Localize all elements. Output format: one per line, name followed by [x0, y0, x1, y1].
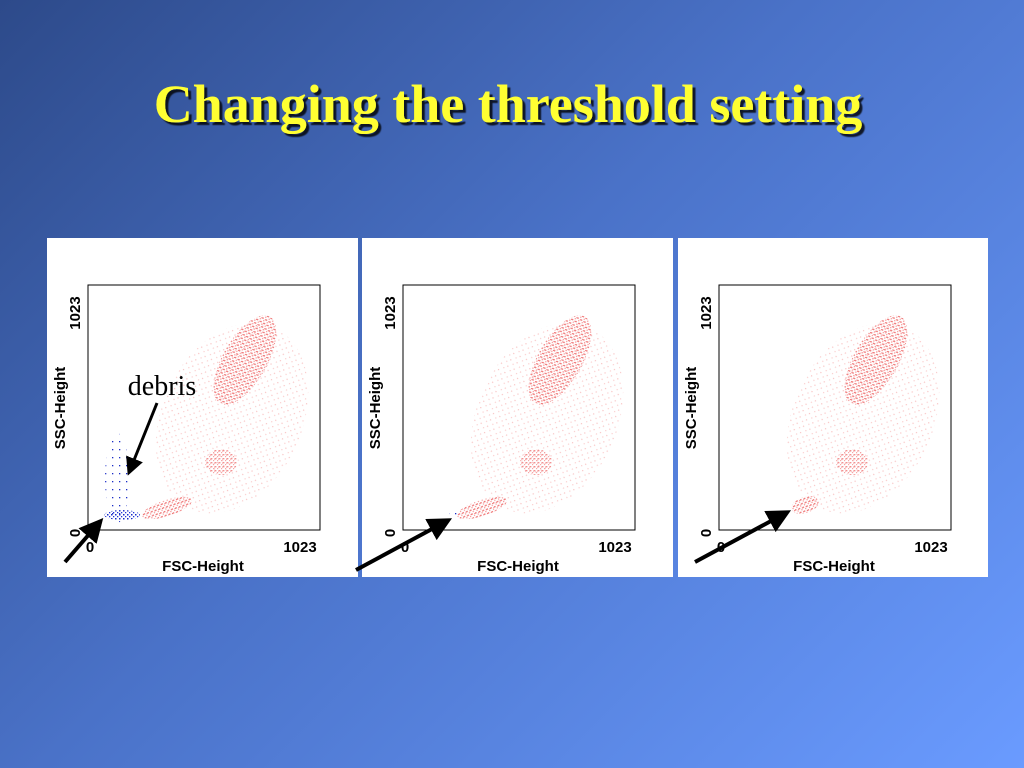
y-tick-label: 0 [382, 529, 399, 537]
scatter-cloud [786, 315, 940, 514]
plot-frame [402, 284, 636, 531]
y-axis-label: SSC-Height [683, 367, 700, 450]
y-tick-label: 0 [67, 529, 84, 537]
cell-cluster [836, 449, 868, 475]
debris-cluster [449, 509, 459, 517]
cell-cluster [142, 496, 192, 520]
scatter-cloud [449, 315, 624, 520]
plot-frame [718, 284, 952, 531]
y-axis-label: SSC-Height [52, 367, 69, 450]
y-axis-label: SSC-Height [367, 367, 384, 450]
x-tick-label: 1023 [283, 539, 316, 556]
plot-panel: SSC-Height 0 1023 0 1023 FSC-Height [362, 238, 673, 577]
y-tick-label: 1023 [698, 296, 715, 329]
x-tick-label: 1023 [598, 539, 631, 556]
slide-title: Changing the threshold setting [154, 74, 863, 134]
cell-cluster [213, 315, 277, 405]
x-axis-label: FSC-Height [477, 558, 559, 575]
cell-cluster [528, 315, 592, 405]
threshold-arrow [63, 517, 104, 564]
x-tick-label: 1023 [914, 539, 947, 556]
plot-frame [87, 284, 321, 531]
threshold-arrow [694, 510, 792, 564]
x-tick-label: 0 [86, 539, 94, 556]
debris-annotation: debris [128, 371, 196, 402]
scatter-cloud [104, 315, 309, 523]
debris-arrow [126, 402, 159, 476]
y-tick-label: 1023 [67, 296, 84, 329]
threshold-arrow [355, 518, 453, 572]
cell-cluster [457, 496, 507, 520]
sparse-region [786, 322, 940, 514]
cell-cluster [791, 496, 819, 514]
sparse-region [470, 322, 624, 514]
cell-cluster [844, 315, 908, 405]
cell-cluster [520, 449, 552, 475]
x-tick-label: 0 [401, 539, 409, 556]
cell-cluster [205, 449, 237, 475]
x-axis-label: FSC-Height [162, 558, 244, 575]
debris-sparse [105, 433, 129, 523]
y-tick-label: 0 [698, 529, 715, 537]
y-tick-label: 1023 [382, 296, 399, 329]
sparse-region [155, 322, 309, 514]
x-axis-label: FSC-Height [793, 558, 875, 575]
